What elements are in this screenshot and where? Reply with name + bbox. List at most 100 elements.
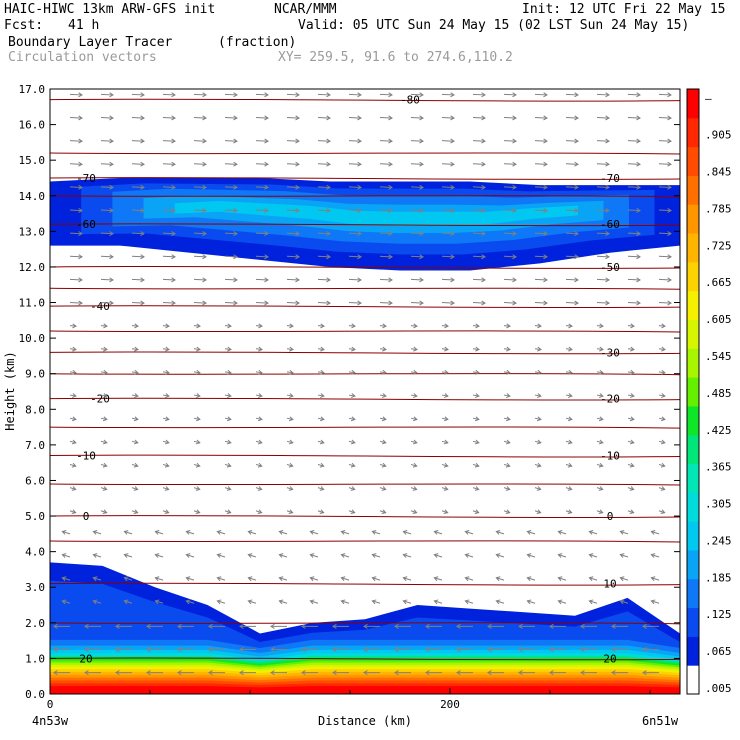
- vector-arrow: [124, 554, 133, 558]
- vector-arrowhead: [357, 138, 362, 144]
- colorbar-label: .245: [705, 534, 732, 547]
- vector-arrow: [286, 255, 300, 258]
- vector-arrow: [69, 116, 83, 119]
- vector-arrow: [193, 371, 201, 374]
- vector-arrowhead: [357, 115, 362, 121]
- vector-arrowhead: [381, 439, 387, 445]
- vector-arrowhead: [450, 254, 455, 260]
- vector-arrow: [155, 600, 164, 604]
- vector-arrow: [441, 510, 448, 514]
- vector-arrowhead: [171, 115, 176, 121]
- vector-arrowhead: [61, 576, 67, 582]
- vector-arrowhead: [598, 439, 604, 445]
- vector-arrow: [193, 394, 200, 397]
- vector-arrowhead: [61, 530, 67, 535]
- vector-arrow: [248, 577, 257, 581]
- vector-arrowhead: [340, 576, 346, 582]
- vector-arrowhead: [495, 553, 501, 558]
- vector-arrowhead: [371, 576, 377, 582]
- vector-arrowhead: [371, 553, 377, 558]
- vector-arrowhead: [357, 207, 362, 213]
- vector-arrowhead: [295, 161, 300, 167]
- vector-arrow: [193, 186, 207, 188]
- vector-arrowhead: [71, 416, 77, 422]
- vector-arrowhead: [71, 462, 77, 468]
- temperature-contour-line: [49, 265, 681, 269]
- vector-arrowhead: [257, 393, 263, 399]
- vector-arrow: [496, 577, 505, 581]
- vector-arrow: [131, 487, 138, 490]
- colorbar-label: .785: [705, 202, 732, 215]
- y-axis: 0.0 1.0 2.0 3.0 4.0 5.0 6.0 7.0 8.0 9.0 10.0 11.0 12…: [19, 83, 680, 701]
- vector-arrowhead: [567, 462, 573, 468]
- vector-arrowhead: [433, 576, 439, 582]
- vector-arrow: [124, 531, 133, 535]
- vector-arrowhead: [247, 599, 253, 605]
- vector-arrow: [162, 463, 169, 467]
- vector-arrow: [162, 163, 176, 165]
- y-tick-label: 7.0: [25, 439, 45, 452]
- vector-arrowhead: [636, 231, 641, 237]
- vector-arrow: [224, 487, 231, 490]
- vector-arrowhead: [164, 439, 170, 445]
- vector-arrowhead: [326, 300, 331, 306]
- vector-arrow: [317, 163, 331, 165]
- colorbar-label: .425: [705, 424, 732, 437]
- vector-arrowhead: [611, 670, 616, 676]
- vector-arrow: [651, 531, 660, 535]
- vector-arrowhead: [257, 486, 263, 491]
- vector-arrow: [472, 209, 486, 212]
- vector-arrow: [69, 302, 83, 304]
- vector-arrow: [162, 487, 169, 490]
- vector-arrow: [317, 417, 324, 420]
- vector-arrow: [589, 600, 598, 604]
- vector-arrowhead: [419, 115, 424, 121]
- vector-arrow: [496, 600, 505, 604]
- vector-arrowhead: [605, 277, 610, 283]
- vector-arrow: [658, 440, 665, 444]
- vector-arrow: [131, 232, 145, 235]
- vector-arrowhead: [505, 509, 511, 515]
- vector-arrowhead: [288, 393, 294, 399]
- vector-arrow: [348, 209, 362, 212]
- vector-arrow: [379, 232, 393, 235]
- vector-arrow: [162, 348, 170, 350]
- y-tick-label: 1.0: [25, 652, 45, 665]
- vector-arrow: [193, 93, 207, 96]
- vector-arrow: [503, 186, 517, 188]
- vector-arrow: [131, 255, 145, 258]
- vector-arrow: [441, 209, 455, 212]
- vector-arrow: [410, 417, 417, 420]
- vector-arrow: [558, 577, 567, 581]
- vector-arrow: [410, 394, 417, 397]
- vector-arrow: [503, 487, 510, 490]
- vector-arrow: [100, 463, 107, 467]
- vector-arrowhead: [109, 184, 114, 190]
- vector-arrow: [255, 278, 269, 281]
- vector-arrowhead: [233, 254, 238, 260]
- vector-arrow: [565, 487, 572, 490]
- vector-arrowhead: [185, 576, 191, 582]
- vector-arrowhead: [196, 346, 201, 352]
- vector-arrow: [658, 463, 665, 467]
- vector-arrowhead: [667, 254, 672, 260]
- vector-arrow: [410, 510, 417, 514]
- vector-arrowhead: [580, 647, 585, 653]
- contour-label: 10: [603, 578, 616, 591]
- vector-arrowhead: [171, 184, 176, 190]
- vector-arrow: [155, 531, 164, 535]
- vector-arrow: [255, 348, 263, 350]
- vector-arrowhead: [202, 300, 207, 306]
- colorbar-swatch: [687, 521, 699, 551]
- vector-arrowhead: [123, 576, 129, 582]
- vector-arrow: [379, 510, 386, 514]
- vector-arrowhead: [78, 300, 83, 306]
- vector-arrowhead: [574, 138, 579, 144]
- colorbar-swatch: [687, 578, 699, 609]
- vector-arrowhead: [536, 393, 542, 399]
- vector-arrowhead: [171, 300, 176, 306]
- vector-arrowhead: [140, 277, 145, 283]
- vector-arrowhead: [164, 416, 170, 422]
- vector-arrow: [627, 440, 634, 444]
- vector-arrowhead: [264, 184, 269, 190]
